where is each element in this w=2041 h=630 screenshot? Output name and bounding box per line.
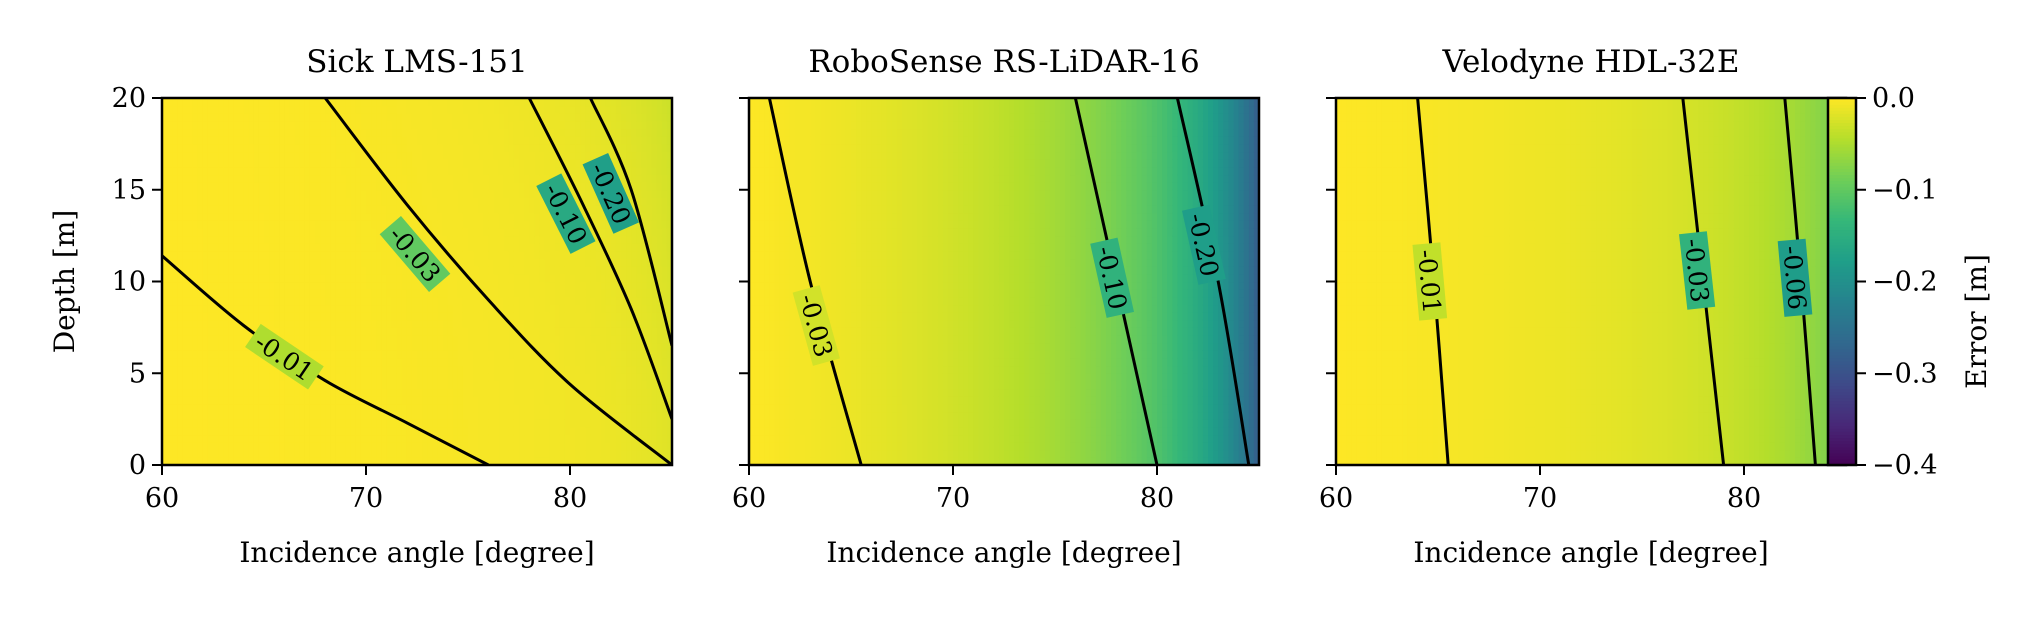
contour-line xyxy=(589,98,672,347)
colorbar-tick-label: −0.4 xyxy=(1872,450,1938,481)
panel-title: RoboSense RS-LiDAR-16 xyxy=(808,44,1199,80)
colorbar-tick-label: −0.2 xyxy=(1872,267,1938,298)
contour-line xyxy=(324,98,672,465)
x-tick-label: 60 xyxy=(145,483,179,514)
panel-3: -0.01 -0.03 -0.06 60 70 80 Velodyne HDL-32E Inc… xyxy=(1319,44,1848,569)
contours-2: -0.03-0.10 -0.20 xyxy=(767,98,1251,465)
contour-label-gap xyxy=(536,173,596,254)
contour-label: -0.03 xyxy=(1679,237,1715,304)
panel-title: Velodyne HDL-32E xyxy=(1441,44,1739,80)
x-axis-label: Incidence angle [degree] xyxy=(239,536,594,569)
contour-label-gap xyxy=(245,323,324,390)
x-axis-label: Incidence angle [degree] xyxy=(826,536,1181,569)
x-tick-label: 80 xyxy=(553,483,587,514)
contours-3: -0.01 -0.03 -0.06 xyxy=(1412,98,1817,465)
contour-line xyxy=(767,98,863,465)
x-tick-label: 70 xyxy=(1523,483,1557,514)
contour-label-gap xyxy=(1412,242,1448,321)
y-axis-label: Depth [m] xyxy=(48,210,81,354)
contour-line xyxy=(527,98,672,420)
heatmap-2 xyxy=(749,98,1260,466)
colorbar: 0.0 −0.1 −0.2 −0.3 −0.4 Error [m] xyxy=(1826,83,1993,481)
contour-line xyxy=(1175,98,1251,465)
y-tick-label: 0 xyxy=(129,450,146,481)
contour-label-gap xyxy=(1777,238,1813,317)
x-tick-label: 70 xyxy=(936,483,970,514)
contour-label-gap xyxy=(582,152,640,234)
colorbar-tick-label: −0.1 xyxy=(1872,175,1938,206)
contour-label-gap xyxy=(1090,237,1134,318)
contour-label-gap xyxy=(1182,204,1226,285)
y-tick-label: 20 xyxy=(112,83,146,114)
heatmap-3 xyxy=(1336,98,1847,466)
contour-label-gap xyxy=(792,285,840,366)
contour-label-gap xyxy=(379,216,451,292)
heatmap-1 xyxy=(162,98,673,466)
y-tick-label: 5 xyxy=(129,358,146,389)
y-tick-label: 15 xyxy=(112,175,146,206)
panel-title: Sick LMS-151 xyxy=(306,44,528,80)
colorbar-tick-label: −0.3 xyxy=(1872,358,1938,389)
contour-label: -0.01 xyxy=(1412,248,1447,314)
x-axis-label: Incidence angle [degree] xyxy=(1413,536,1768,569)
colorbar-label: Error [m] xyxy=(1960,254,1993,389)
contour-label-group: -0.03 xyxy=(1679,231,1716,310)
x-tick-label: 70 xyxy=(349,483,383,514)
contour-label-group: -0.06 xyxy=(1777,238,1813,317)
x-tick-label: 60 xyxy=(732,483,766,514)
contour-label: -0.06 xyxy=(1777,245,1812,311)
colorbar-tick-label: 0.0 xyxy=(1872,83,1915,114)
contour-line xyxy=(162,254,490,465)
contour-label-group: -0.01 xyxy=(1412,242,1448,321)
x-tick-label: 80 xyxy=(1727,483,1761,514)
contour-label-gap xyxy=(1679,231,1716,310)
x-tick-label: 60 xyxy=(1319,483,1353,514)
y-tick-label: 10 xyxy=(112,267,146,298)
x-tick-label: 80 xyxy=(1140,483,1174,514)
